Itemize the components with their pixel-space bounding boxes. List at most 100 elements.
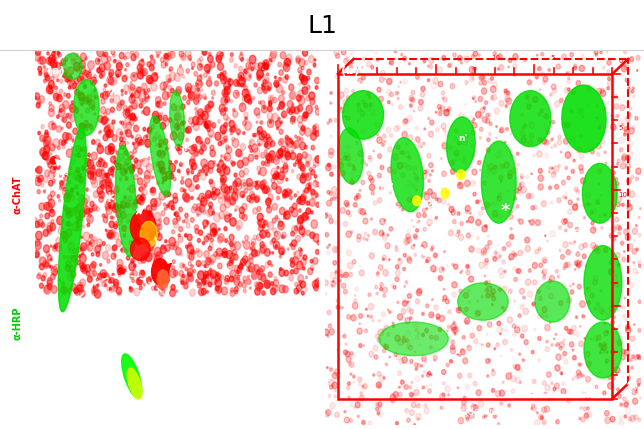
Circle shape <box>138 142 140 145</box>
Circle shape <box>520 334 524 338</box>
Circle shape <box>84 206 90 214</box>
Circle shape <box>379 230 384 236</box>
Circle shape <box>123 109 129 118</box>
Circle shape <box>86 108 90 113</box>
Circle shape <box>564 138 569 144</box>
Circle shape <box>64 193 70 202</box>
Circle shape <box>221 184 228 193</box>
Circle shape <box>77 153 80 157</box>
Circle shape <box>348 362 351 366</box>
Circle shape <box>354 202 357 207</box>
Circle shape <box>586 395 590 400</box>
Circle shape <box>148 96 150 98</box>
Circle shape <box>542 419 546 424</box>
Circle shape <box>53 91 59 98</box>
Circle shape <box>552 138 553 140</box>
Circle shape <box>377 372 381 376</box>
Circle shape <box>142 111 144 114</box>
Circle shape <box>251 242 254 246</box>
Circle shape <box>179 207 182 212</box>
Circle shape <box>307 209 311 214</box>
Circle shape <box>258 172 260 175</box>
Circle shape <box>549 279 551 283</box>
Circle shape <box>439 275 442 281</box>
Circle shape <box>481 248 487 254</box>
Circle shape <box>216 55 222 63</box>
Circle shape <box>465 414 469 419</box>
Circle shape <box>413 166 417 171</box>
Circle shape <box>284 191 289 197</box>
Circle shape <box>584 413 589 418</box>
Circle shape <box>429 312 434 318</box>
Circle shape <box>298 90 304 97</box>
Circle shape <box>159 139 164 145</box>
Circle shape <box>423 170 427 174</box>
Circle shape <box>395 335 400 341</box>
Circle shape <box>488 241 491 245</box>
Circle shape <box>296 56 301 62</box>
Circle shape <box>573 283 574 285</box>
Circle shape <box>141 270 144 275</box>
Circle shape <box>187 273 193 280</box>
Circle shape <box>368 175 373 181</box>
Circle shape <box>118 76 119 78</box>
Circle shape <box>510 154 512 157</box>
Text: *: * <box>181 142 191 160</box>
Circle shape <box>629 283 634 288</box>
Circle shape <box>294 226 298 231</box>
Circle shape <box>482 225 488 232</box>
Circle shape <box>118 102 122 108</box>
Circle shape <box>494 165 497 169</box>
Circle shape <box>477 311 481 316</box>
Circle shape <box>362 385 366 390</box>
Circle shape <box>234 190 239 195</box>
Circle shape <box>549 168 554 174</box>
Circle shape <box>308 92 315 100</box>
Circle shape <box>453 327 459 333</box>
Circle shape <box>275 82 279 87</box>
Circle shape <box>423 60 426 63</box>
Circle shape <box>180 254 182 257</box>
Circle shape <box>421 245 424 249</box>
Circle shape <box>185 233 188 237</box>
Circle shape <box>396 202 401 208</box>
Circle shape <box>486 359 490 363</box>
Circle shape <box>198 230 203 236</box>
Circle shape <box>45 130 48 135</box>
Circle shape <box>234 125 237 130</box>
Circle shape <box>278 221 284 230</box>
Circle shape <box>407 307 411 311</box>
Circle shape <box>410 317 412 320</box>
Circle shape <box>498 164 504 170</box>
Circle shape <box>582 254 586 259</box>
Circle shape <box>377 338 381 342</box>
Circle shape <box>163 88 166 91</box>
Circle shape <box>66 114 69 118</box>
Circle shape <box>426 257 430 262</box>
Circle shape <box>287 139 293 148</box>
Circle shape <box>90 263 95 272</box>
Circle shape <box>388 101 390 104</box>
Circle shape <box>391 399 395 403</box>
Circle shape <box>242 195 244 197</box>
Circle shape <box>59 186 62 190</box>
Circle shape <box>80 243 87 251</box>
Circle shape <box>222 89 228 97</box>
Circle shape <box>114 161 116 164</box>
Circle shape <box>603 107 606 110</box>
Circle shape <box>155 284 159 290</box>
Circle shape <box>167 53 171 60</box>
Circle shape <box>43 66 45 68</box>
Circle shape <box>147 62 151 67</box>
Circle shape <box>373 229 377 235</box>
Circle shape <box>49 105 54 112</box>
Circle shape <box>222 96 228 105</box>
Circle shape <box>201 89 203 91</box>
Circle shape <box>471 55 475 58</box>
Circle shape <box>79 173 82 178</box>
Circle shape <box>108 130 113 137</box>
Circle shape <box>334 395 337 398</box>
Circle shape <box>103 278 107 283</box>
Circle shape <box>408 135 413 141</box>
Circle shape <box>564 263 568 268</box>
